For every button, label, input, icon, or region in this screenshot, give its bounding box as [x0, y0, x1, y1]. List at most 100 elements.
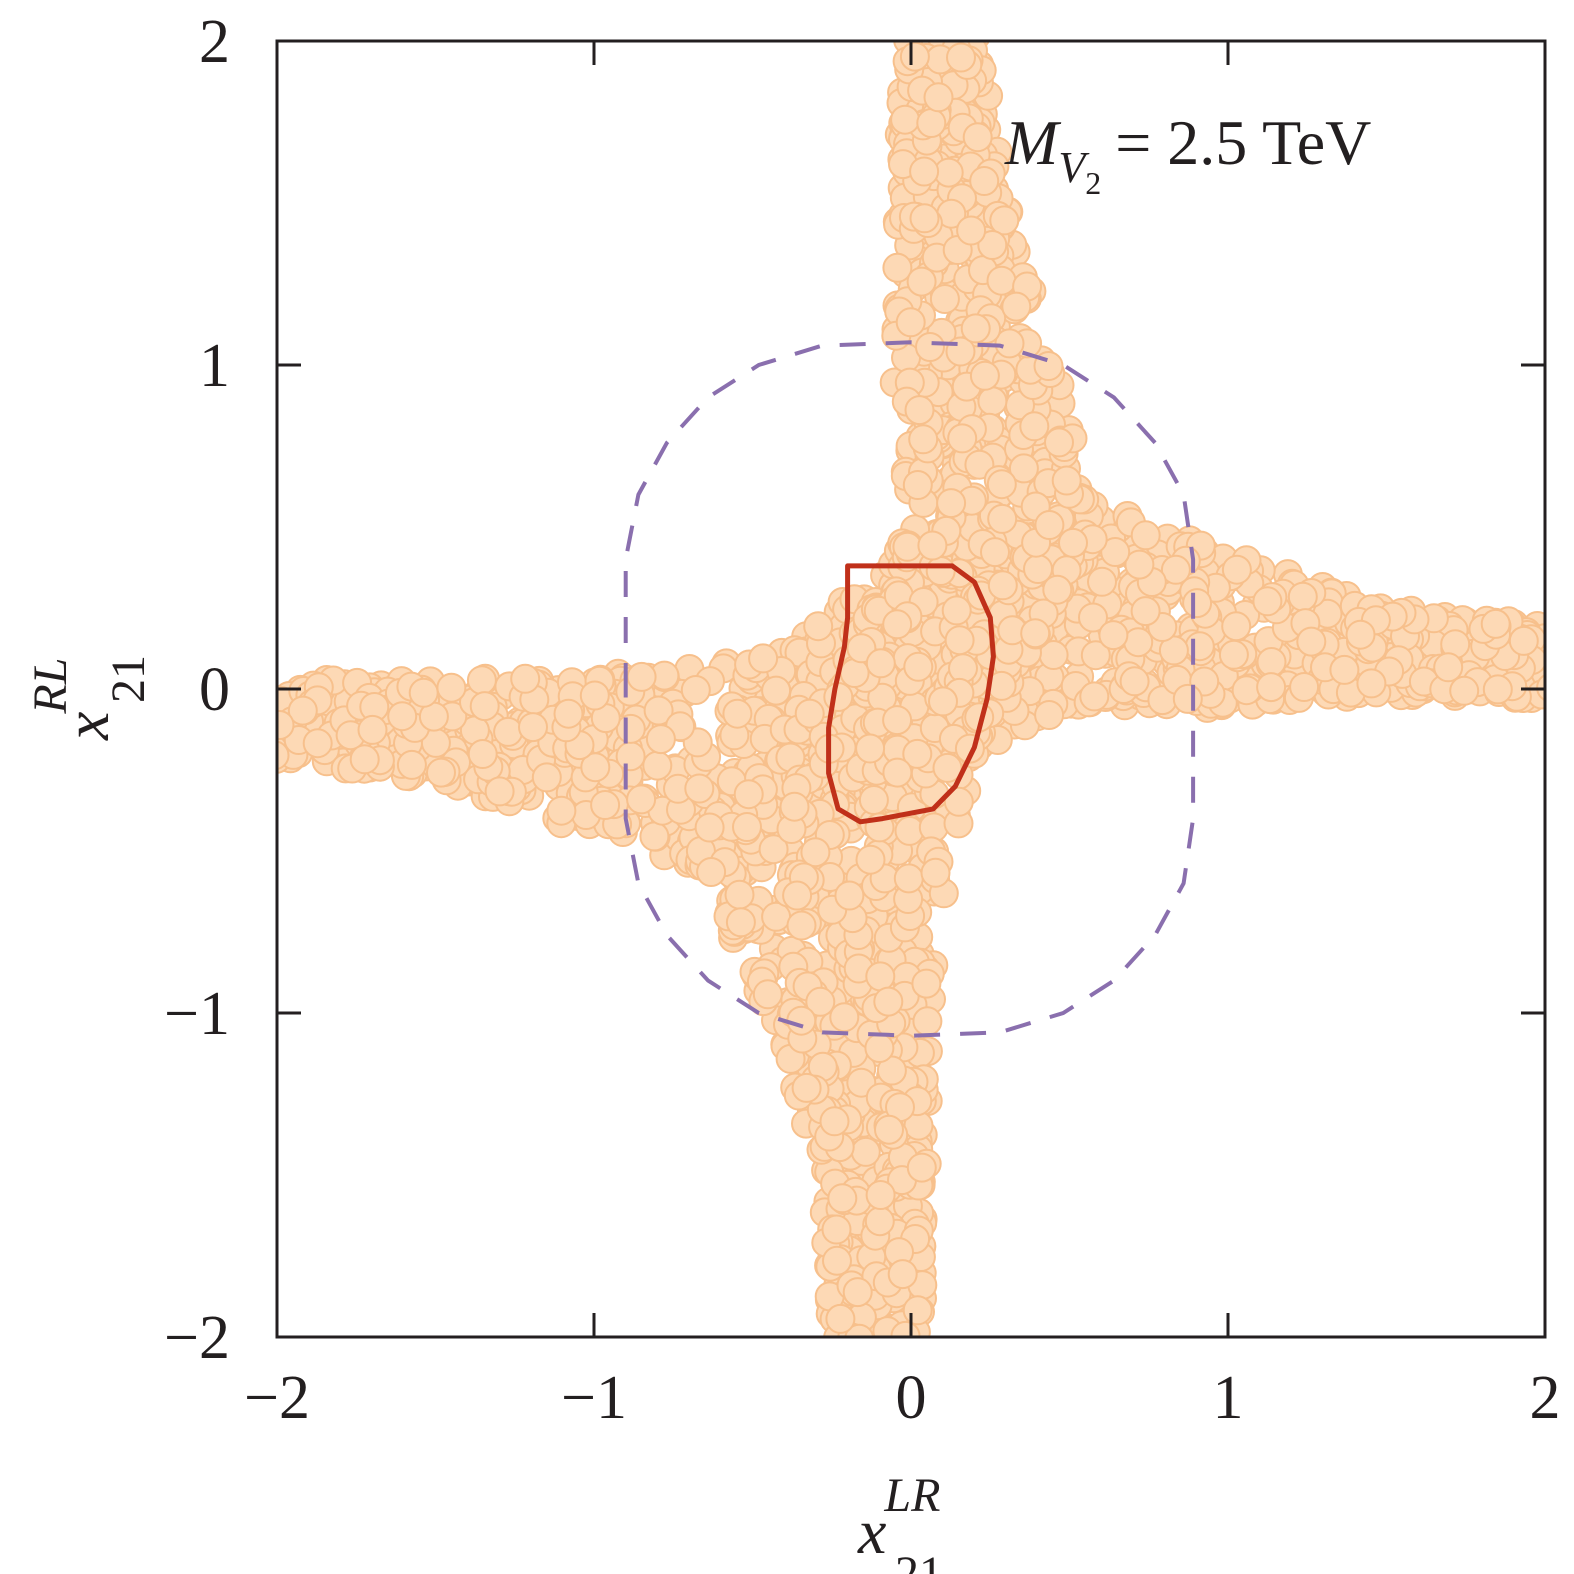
scatter-point [1221, 611, 1252, 642]
scatter-point [1182, 588, 1213, 619]
scatter-point [932, 752, 963, 783]
scatter-point [748, 643, 779, 674]
scatter-point [1218, 639, 1249, 670]
scatter-point [821, 1214, 852, 1245]
scatter-point [1287, 581, 1318, 612]
scatter-point [645, 724, 676, 755]
scatter-point [426, 757, 456, 788]
scatter-point [944, 625, 975, 656]
scatter-point [724, 879, 755, 910]
axis-ticks: −2 −1 0 1 2 −2 −1 0 1 2 [164, 8, 1560, 1432]
scatter-point [1356, 668, 1387, 699]
x-tick-label: 2 [1530, 1364, 1561, 1432]
scatter-point [1433, 652, 1464, 683]
scatter-point [531, 762, 562, 793]
scatter-point [850, 1136, 881, 1167]
scatter-point [518, 712, 548, 743]
scatter-point [986, 469, 1017, 500]
scatter-point [615, 741, 646, 772]
scatter-point [1020, 618, 1051, 649]
scatter-point [1123, 627, 1154, 658]
scatter-point [1256, 647, 1287, 677]
scatter-point [829, 1002, 860, 1033]
scatter-point [882, 252, 913, 283]
scatter-point [977, 230, 1008, 260]
scatter-point [825, 1303, 856, 1334]
scatter-point [1221, 554, 1252, 585]
scatter-point [977, 386, 1008, 417]
scatter-point [865, 961, 896, 992]
scatter-point [302, 728, 333, 759]
scatter-point [909, 203, 940, 234]
scatter-point [904, 395, 935, 426]
scatter-point [1119, 666, 1150, 697]
scatter-point [873, 986, 904, 1017]
scatter-point [1130, 596, 1161, 627]
scatter-point [915, 332, 945, 362]
scatter-point [882, 609, 913, 640]
scatter-point [786, 910, 817, 941]
scatter-point [882, 757, 913, 788]
scatter-point [908, 424, 939, 455]
scatter-point [920, 857, 951, 888]
scatter-point [1252, 586, 1283, 617]
scatter-point [1256, 672, 1287, 703]
scatter-point [642, 750, 673, 781]
scatter-point [694, 812, 725, 843]
scatter-point [466, 665, 497, 696]
scatter-point [865, 1180, 896, 1210]
scatter-point [469, 691, 500, 722]
scatter-point [858, 785, 889, 815]
scatter-point [948, 653, 978, 684]
scatter-point [277, 710, 295, 740]
scatter-point [989, 205, 1020, 236]
scatter-point [408, 677, 439, 708]
scatter-point [882, 705, 913, 736]
scatter-point [1508, 625, 1539, 656]
scatter-point [1329, 654, 1360, 685]
scatter-point [987, 503, 1018, 534]
scatter-point [791, 1072, 822, 1103]
x-tick-label: 1 [1213, 1364, 1244, 1432]
scatter-point [484, 776, 515, 807]
scatter-point [803, 611, 834, 642]
scatter-point [1172, 683, 1203, 714]
x-tick-label: 0 [896, 1364, 927, 1432]
scatter-point [903, 651, 934, 682]
scatter-point [842, 1277, 873, 1308]
scatter-point [510, 663, 541, 694]
scatter-point [1001, 291, 1032, 322]
scatter-point [1078, 602, 1108, 633]
scatter-point [684, 773, 715, 804]
scatter-point [580, 752, 611, 783]
scatter-point [902, 470, 933, 500]
scatter-point [553, 698, 584, 729]
x-tick-label: −1 [561, 1364, 627, 1432]
scatter-point [1231, 675, 1262, 706]
scatter-point [986, 265, 1017, 296]
scatter-point [874, 1114, 904, 1145]
scatter-point [805, 986, 836, 1017]
scatter-point [864, 1206, 895, 1237]
scatter-point [827, 1183, 858, 1214]
scatter-point [1034, 700, 1065, 730]
y-tick-label: −2 [164, 1304, 230, 1372]
scatter-point [902, 1295, 933, 1326]
scatter-point [960, 313, 991, 344]
scatter-point [956, 215, 987, 246]
y-tick-label: −1 [164, 980, 230, 1048]
scatter-point [725, 907, 756, 938]
scatter-point [909, 156, 940, 187]
scatter-point [1008, 453, 1039, 484]
scatter-point [758, 834, 789, 865]
scatter-point [1480, 608, 1511, 639]
scatter-point [906, 266, 937, 297]
y-tick-label: 0 [199, 656, 230, 724]
scatter-point [936, 488, 967, 519]
scatter-point [941, 595, 972, 626]
x-tick-label: −2 [244, 1364, 310, 1432]
scatter-point [1482, 674, 1513, 705]
scatter-point [819, 1106, 850, 1137]
annotation-text: MV2= 2.5 TeV [1004, 107, 1371, 201]
